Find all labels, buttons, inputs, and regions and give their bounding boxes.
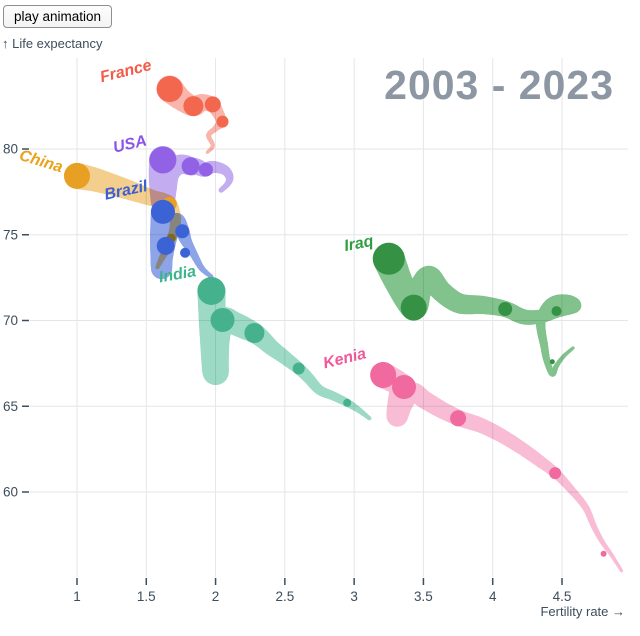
x-tick-label: 3 [350,589,358,604]
iraq-bubbles [372,242,562,365]
france-bubble [216,115,229,128]
kenia-bubble [392,375,416,399]
series-usa [148,146,234,215]
axis-ticks [22,148,563,585]
kenia-bubble [450,410,467,427]
france-bubble [156,76,183,102]
france-bubbles [156,76,229,128]
kenia-label: Kenia [322,345,368,372]
series-india [197,277,372,421]
india-bubble [244,323,265,343]
france-bubble [183,96,204,117]
usa-bubble [181,157,200,176]
kenia-bubble [549,467,562,480]
brazil-bubbles [150,199,191,258]
china-label: China [17,147,65,176]
x-tick-label: 2.5 [275,589,294,604]
x-tick-label: 1 [73,589,81,604]
iraq-bubble [400,294,427,321]
series-brazil [150,199,214,280]
y-tick-label: 75 [3,227,18,242]
y-tick-label: 60 [3,485,18,500]
kenia-bubble [600,550,607,557]
india-bubble [343,398,352,407]
france-label: France [98,57,153,86]
y-tick-label: 65 [3,399,18,414]
chart-title: 2003 - 2023 [384,62,614,108]
x-tick-label: 2 [212,589,220,604]
x-tick-label: 4.5 [553,589,572,604]
iraq-bubble [549,359,555,365]
x-axis-title: Fertility rate → [540,604,625,619]
iraq-bubble [551,306,562,317]
series-france [156,75,229,154]
series-iraq [372,242,582,377]
tick-labels: 1 1.5 2 2.5 3 3.5 4 4.5 60 65 70 75 80 [3,142,571,605]
series-china [64,162,181,270]
iraq-bubble [372,242,405,275]
usa-bubbles [149,146,213,177]
play-animation-button[interactable]: play animation [3,5,113,28]
brazil-bubble [180,247,191,258]
iraq-label: Iraq [343,233,375,255]
france-bubble [204,96,221,113]
india-bubble [292,362,305,375]
y-tick-label: 80 [3,142,18,157]
india-bubbles [197,277,352,407]
india-bubble [197,277,226,305]
x-tick-label: 4 [489,589,497,604]
usa-bubble [198,162,213,177]
india-label: India [158,263,198,286]
usa-label: USA [112,132,149,156]
usa-bubble [149,146,177,174]
x-tick-label: 1.5 [137,589,156,604]
india-bubble [210,308,235,332]
x-tick-label: 3.5 [414,589,433,604]
kenia-bubbles [370,362,607,557]
iraq-bubble [498,302,513,316]
china-bubble [64,162,90,189]
y-tick-label: 70 [3,313,18,328]
brazil-bubble [156,236,175,255]
brazil-bubble [150,199,175,224]
kenia-bubble [370,362,397,388]
series-kenia [370,362,624,573]
y-axis-title: ↑ Life expectancy [2,36,103,51]
gridlines [30,58,628,577]
brazil-bubble [175,224,190,239]
